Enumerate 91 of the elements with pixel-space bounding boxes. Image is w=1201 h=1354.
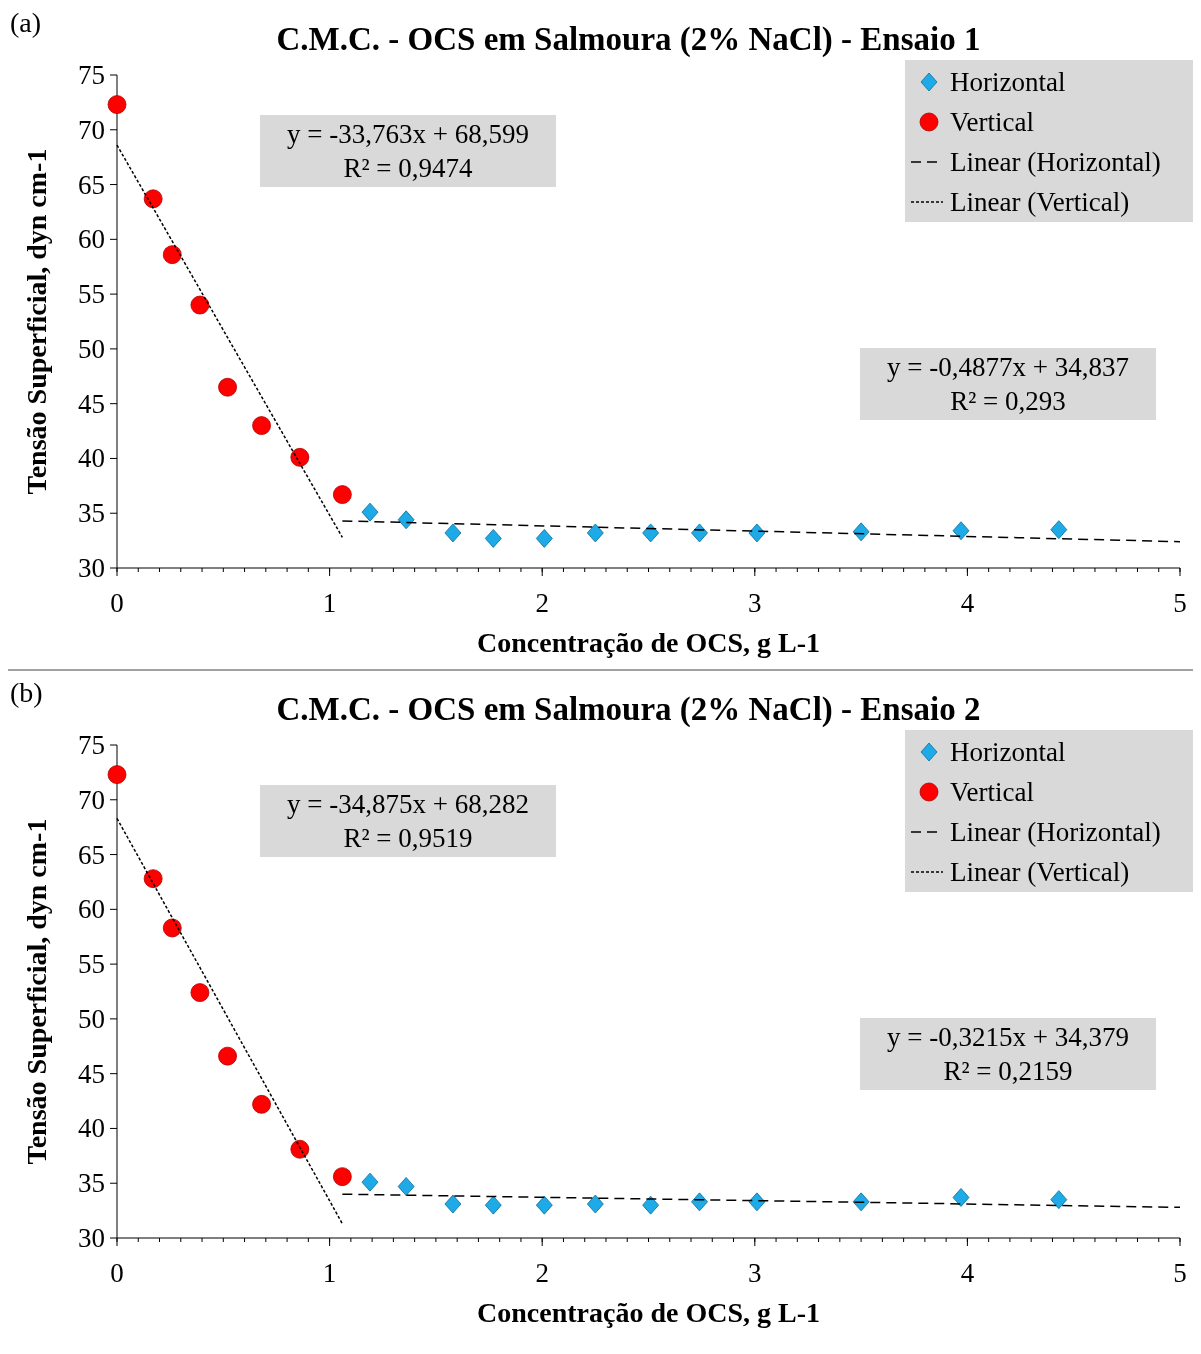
annotation: y = -0,4877x + 34,837 R² = 0,293 xyxy=(887,352,1129,416)
y-tick-label: 55 xyxy=(78,949,105,980)
y-tick-label: 75 xyxy=(78,730,105,760)
y-tick-label: 30 xyxy=(78,1223,105,1253)
point xyxy=(332,1167,352,1187)
y-tick-label: 35 xyxy=(78,1168,105,1199)
y-tick-label: 40 xyxy=(78,1113,105,1144)
point xyxy=(952,521,970,541)
chart-title: C.M.C. - OCS em Salmoura (2% NaCl) - Ensaio 1 xyxy=(276,21,981,58)
y-tick-label: 60 xyxy=(78,894,105,925)
y-tick-label: 55 xyxy=(78,279,105,310)
x-tick-label: 2 xyxy=(535,1258,549,1288)
point xyxy=(535,529,553,548)
point xyxy=(107,765,127,784)
annotation: y = -0,3215x + 34,379 R² = 0,2159 xyxy=(887,1022,1129,1086)
y-tick-label: 40 xyxy=(78,443,105,474)
point xyxy=(143,869,163,889)
point xyxy=(642,1195,660,1215)
legend-label: Horizontal xyxy=(950,67,1066,97)
point xyxy=(190,295,210,315)
y-axis-title: Tensão Superficial, dyn cm-1 xyxy=(21,148,52,495)
point xyxy=(852,1192,870,1212)
x-tick-label: 4 xyxy=(960,588,975,618)
legend-label: Linear (Horizontal) xyxy=(950,817,1161,847)
point xyxy=(190,983,210,1002)
x-tick-label: 3 xyxy=(748,588,762,618)
point xyxy=(397,1177,415,1196)
text: (a) xyxy=(10,7,42,38)
legend-label: Linear (Vertical) xyxy=(950,857,1130,887)
y-tick-label: 50 xyxy=(78,1003,105,1034)
point xyxy=(107,95,127,114)
x-axis-title: Concentração de OCS, g L-1 xyxy=(477,1297,820,1328)
point xyxy=(444,1194,462,1214)
point xyxy=(252,1094,271,1114)
y-tick-label: 50 xyxy=(78,333,105,364)
point xyxy=(361,502,379,522)
point xyxy=(143,189,163,209)
point xyxy=(748,1192,766,1212)
annotation: y = -33,763x + 68,599 R² = 0,9474 xyxy=(287,119,529,183)
point xyxy=(218,377,237,397)
y-tick-label: 45 xyxy=(78,388,105,419)
point xyxy=(952,1188,970,1207)
y-tick-label: 45 xyxy=(78,1058,105,1089)
x-tick-label: 3 xyxy=(748,1258,762,1288)
point xyxy=(586,1194,604,1214)
point xyxy=(484,1195,502,1215)
point xyxy=(290,447,310,467)
y-tick-label: 70 xyxy=(78,114,105,145)
y-tick-label: 35 xyxy=(78,498,105,529)
x-tick-label: 2 xyxy=(535,588,549,618)
chart-title: C.M.C. - OCS em Salmoura (2% NaCl) - Ensaio 2 xyxy=(276,691,981,728)
point xyxy=(397,510,415,530)
legend-label: Vertical xyxy=(950,107,1034,137)
point xyxy=(290,1139,310,1159)
point xyxy=(218,1046,237,1066)
annotation: y = -34,875x + 68,282 R² = 0,9519 xyxy=(287,789,529,853)
text: (b) xyxy=(10,677,43,708)
x-tick-label: 4 xyxy=(960,1258,975,1288)
x-tick-label: 0 xyxy=(110,1258,124,1288)
point xyxy=(1050,520,1068,540)
y-axis-title: Tensão Superficial, dyn cm-1 xyxy=(21,818,52,1165)
point xyxy=(642,523,660,543)
point xyxy=(852,522,870,542)
point xyxy=(162,245,182,265)
y-tick-label: 65 xyxy=(78,839,105,870)
y-tick-label: 75 xyxy=(78,60,105,90)
point xyxy=(444,523,462,543)
y-tick-label: 30 xyxy=(78,553,105,583)
x-tick-label: 5 xyxy=(1173,1258,1187,1288)
point xyxy=(748,523,766,543)
x-axis-title: Concentração de OCS, g L-1 xyxy=(477,627,820,658)
legend-label: Horizontal xyxy=(950,737,1066,767)
point xyxy=(162,918,182,938)
point xyxy=(535,1195,553,1215)
point xyxy=(484,529,502,548)
x-tick-label: 5 xyxy=(1173,588,1187,618)
x-tick-label: 0 xyxy=(110,588,124,618)
point xyxy=(332,485,352,504)
legend-label: Linear (Vertical) xyxy=(950,187,1130,217)
point xyxy=(1050,1190,1068,1210)
point xyxy=(691,523,708,543)
y-tick-label: 70 xyxy=(78,784,105,815)
point xyxy=(252,416,271,435)
legend-label: Vertical xyxy=(950,777,1034,807)
y-tick-label: 60 xyxy=(78,224,105,255)
x-tick-label: 1 xyxy=(322,1258,337,1288)
y-tick-label: 65 xyxy=(78,169,105,200)
point xyxy=(361,1172,379,1192)
x-tick-label: 1 xyxy=(322,588,337,618)
legend-label: Linear (Horizontal) xyxy=(950,147,1161,177)
point xyxy=(586,523,604,543)
